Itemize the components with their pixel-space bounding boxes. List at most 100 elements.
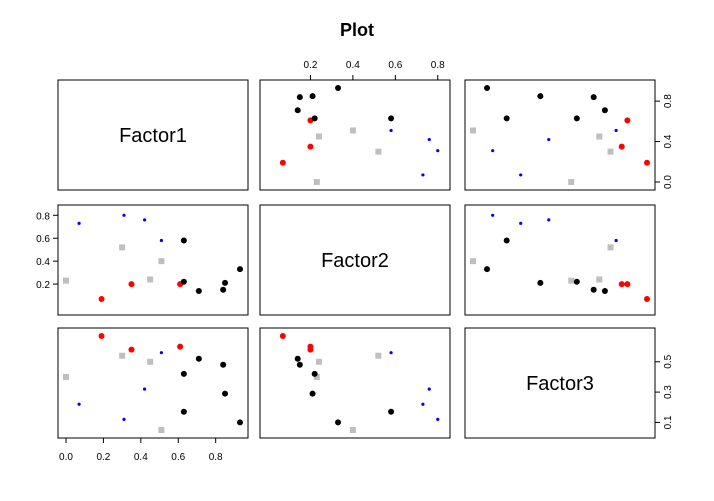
point-r2c3-15 [590, 286, 597, 293]
point-r2c3-6 [491, 213, 495, 217]
panel-frame-2-1 [57, 204, 249, 316]
point-r3c1-6 [122, 417, 126, 421]
point-r1c2-9 [279, 159, 286, 166]
point-r1c2-12 [388, 115, 395, 122]
point-r1c3-12 [503, 115, 510, 122]
point-r3c1-3 [147, 358, 154, 365]
point-r1c2-13 [311, 115, 318, 122]
point-r3c1-9 [98, 333, 105, 339]
point-r3c2-17 [335, 419, 342, 426]
axis-top-tick-label-2: 0.4 [346, 60, 360, 71]
point-r2c1-14 [195, 287, 202, 294]
point-r1c3-1 [568, 179, 575, 185]
point-r1c3-10 [618, 143, 625, 150]
axis-right-upper-tick-label-3: 0.8 [663, 94, 674, 108]
point-r2c3-14 [601, 287, 608, 294]
panel-frame-1-3 [464, 79, 656, 191]
point-r2c1-7 [142, 218, 147, 222]
point-r3c2-8 [389, 351, 393, 355]
point-r2c1-15 [220, 286, 227, 293]
point-r2c1-10 [128, 281, 135, 288]
panel-frame-2-2 [259, 204, 451, 316]
point-r3c1-11 [177, 343, 184, 350]
panel-frame-3-2 [259, 327, 451, 439]
panel-frame-2-3 [464, 204, 656, 316]
point-r1c2-10 [307, 143, 314, 150]
point-r3c2-5 [421, 402, 425, 406]
axis-left-tick-label-2: 0.4 [36, 257, 50, 268]
diagonal-label-factor3: Factor3 [526, 373, 594, 395]
point-r2c1-4 [158, 258, 165, 265]
point-r3c2-3 [315, 358, 322, 365]
point-r2c1-9 [98, 295, 105, 302]
point-r1c2-7 [427, 137, 431, 142]
point-r3c1-12 [180, 408, 187, 415]
point-r3c2-7 [427, 387, 431, 391]
point-r3c1-15 [220, 361, 227, 368]
point-r1c3-11 [624, 117, 631, 124]
point-r3c2-11 [307, 343, 314, 350]
point-r2c3-7 [547, 218, 551, 222]
axis-bottom-tick-label-2: 0.2 [96, 452, 110, 463]
point-r1c3-6 [491, 149, 495, 153]
point-r3c2-4 [349, 427, 356, 433]
point-r3c2-14 [294, 355, 301, 362]
point-r1c3-4 [470, 127, 476, 134]
point-r3c2-2 [375, 352, 382, 359]
axis-left-tick-label-3: 0.6 [36, 234, 50, 245]
point-r2c3-12 [503, 237, 510, 244]
point-r1c3-13 [573, 115, 580, 122]
axis-left-tick-label-4: 0.8 [36, 211, 50, 222]
point-r1c2-14 [294, 107, 301, 114]
point-r1c3-14 [601, 107, 608, 114]
point-r2c3-11 [624, 281, 631, 288]
axis-right-upper-tick-label-2: 0.4 [663, 134, 674, 148]
point-r3c2-9 [279, 333, 286, 339]
point-r1c3-7 [547, 137, 551, 142]
point-r2c3-10 [618, 281, 625, 288]
point-r1c3-16 [537, 93, 544, 100]
point-r2c1-1 [63, 277, 69, 284]
axis-top-tick-label-4: 0.8 [431, 60, 445, 71]
point-r3c1-10 [128, 346, 135, 353]
point-r1c3-3 [596, 133, 603, 140]
point-r3c1-4 [158, 427, 165, 433]
point-r1c2-1 [313, 179, 320, 185]
point-r2c1-8 [159, 238, 164, 243]
point-r1c2-15 [296, 94, 303, 101]
axis-top-tick-label-1: 0.2 [303, 60, 317, 71]
axis-bottom-tick-label-1: 0.0 [59, 452, 73, 463]
diagonal-label-factor2: Factor2 [321, 250, 389, 272]
axis-left-tick-label-1: 0.2 [36, 280, 50, 291]
point-r3c2-13 [311, 370, 318, 377]
point-r3c1-5 [77, 402, 81, 406]
diagonal-label-factor1: Factor1 [119, 125, 187, 147]
point-r3c1-16 [222, 390, 229, 397]
axis-right-lower-tick-label-3: 0.5 [663, 354, 674, 368]
point-r3c2-6 [436, 417, 440, 421]
point-r3c2-16 [309, 390, 316, 397]
panel-frame-1-2 [259, 79, 451, 191]
point-r2c3-5 [519, 221, 523, 225]
axis-top-tick-label-3: 0.6 [388, 60, 402, 71]
point-r1c2-3 [315, 133, 322, 140]
point-r2c3-1 [568, 277, 575, 284]
axis-right-lower-tick-label-1: 0.1 [663, 415, 674, 429]
point-r2c1-13 [180, 278, 187, 285]
point-r3c1-1 [63, 373, 69, 380]
panel-frame-3-1 [57, 327, 249, 439]
axis-right-lower-tick-label-2: 0.3 [663, 385, 674, 399]
point-r3c1-7 [142, 387, 147, 391]
point-r1c3-8 [614, 128, 618, 133]
point-r3c1-17 [237, 419, 243, 426]
point-r2c1-6 [122, 213, 126, 217]
point-r2c3-17 [484, 266, 491, 273]
point-r1c3-15 [590, 94, 597, 101]
point-r2c3-13 [573, 278, 580, 285]
point-r2c1-17 [237, 266, 243, 273]
point-r2c1-3 [147, 276, 154, 283]
point-r1c2-6 [436, 149, 440, 153]
point-r3c2-15 [296, 361, 303, 368]
point-r2c3-16 [537, 279, 544, 286]
